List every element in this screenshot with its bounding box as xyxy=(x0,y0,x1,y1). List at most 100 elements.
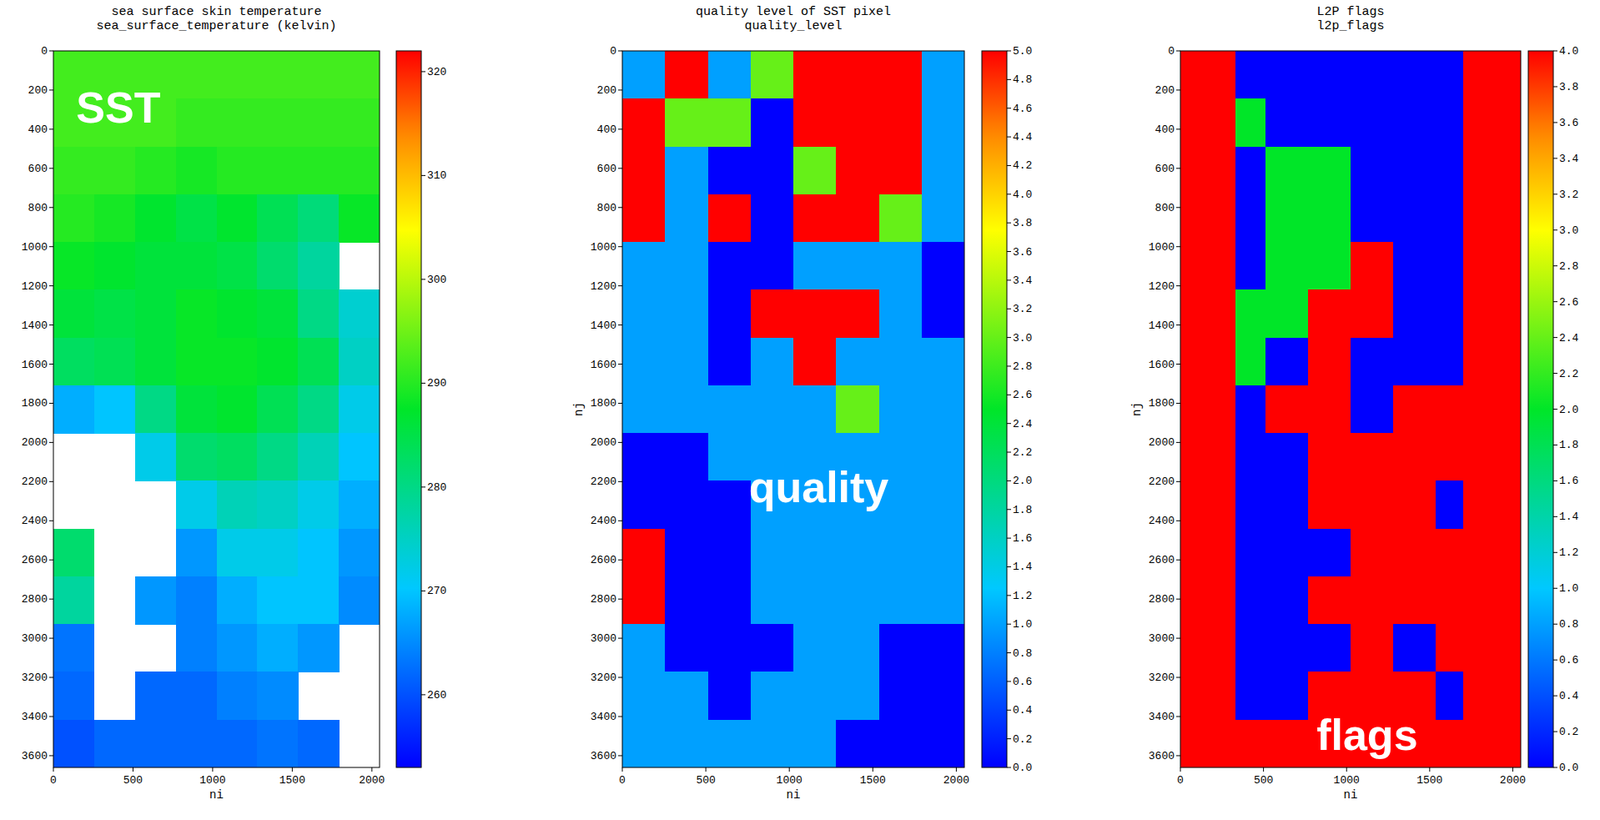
cell xyxy=(708,528,752,578)
colorbar-tick-label: 3.0 xyxy=(1012,332,1032,345)
colorbar-tick xyxy=(1006,508,1012,510)
cell xyxy=(1308,50,1352,100)
cell xyxy=(750,528,795,578)
cell xyxy=(879,528,923,578)
colorbar-tick-label: 3.0 xyxy=(1559,224,1579,237)
subtitle: l2p_flags xyxy=(1316,19,1384,34)
y-tick xyxy=(618,638,623,639)
cell xyxy=(53,671,95,720)
y-tick-label: 1200 xyxy=(590,280,617,293)
plot-background xyxy=(622,50,965,768)
cell xyxy=(622,194,666,243)
cell xyxy=(879,385,923,434)
cell xyxy=(1308,528,1352,578)
y-tick xyxy=(618,50,623,52)
cell xyxy=(1235,50,1267,100)
colorbar-tick xyxy=(1006,193,1012,195)
cell xyxy=(176,50,217,100)
cell xyxy=(793,576,837,625)
cell xyxy=(1463,241,1521,291)
y-tick xyxy=(1176,559,1181,561)
y-tick-label: 1000 xyxy=(21,241,48,254)
cell xyxy=(921,719,965,768)
cell xyxy=(879,337,923,387)
cell xyxy=(879,146,923,196)
cell xyxy=(1180,719,1236,768)
cell xyxy=(793,241,837,291)
cell xyxy=(793,528,837,578)
colorbar-tick xyxy=(1006,738,1012,740)
colorbar-tick xyxy=(1006,279,1012,281)
cell xyxy=(622,98,666,147)
x-tick-label: 0 xyxy=(50,774,57,787)
cell xyxy=(708,671,752,720)
cell xyxy=(921,576,965,625)
y-tick-label: 2000 xyxy=(21,436,48,449)
colorbar-tick-label: 2.8 xyxy=(1559,260,1579,273)
cell xyxy=(708,146,752,196)
cell xyxy=(135,576,177,625)
cell xyxy=(1265,671,1309,720)
cell xyxy=(53,385,95,434)
cell xyxy=(835,671,880,720)
colorbar-tick-label: 4.0 xyxy=(1012,188,1032,202)
cell xyxy=(1435,385,1464,434)
cell xyxy=(1435,241,1464,291)
y-tick xyxy=(49,206,54,208)
cell xyxy=(622,528,666,578)
panel: quality level of SST pixelquality_level0… xyxy=(572,5,1033,802)
y-tick xyxy=(618,402,623,404)
cell xyxy=(750,146,795,196)
cell xyxy=(879,289,923,338)
cell xyxy=(1308,432,1352,482)
cell xyxy=(1350,480,1394,529)
cell xyxy=(835,576,880,625)
colorbar-tick xyxy=(1006,251,1012,252)
cell xyxy=(708,385,752,434)
cell xyxy=(1235,146,1267,196)
y-tick xyxy=(49,442,54,443)
cell xyxy=(793,50,837,100)
cell xyxy=(750,576,795,625)
colorbar-tick xyxy=(421,590,426,592)
cell xyxy=(1180,528,1236,578)
title: sea surface skin temperature xyxy=(110,5,322,20)
y-tick-label: 3600 xyxy=(590,749,617,763)
colorbar-tick-label: 260 xyxy=(427,689,447,702)
cells xyxy=(53,50,380,768)
y-tick xyxy=(1176,206,1181,208)
y-tick xyxy=(49,754,54,756)
colorbar-tick-label: 280 xyxy=(427,481,447,494)
cell xyxy=(216,98,258,147)
y-tick-label: 1800 xyxy=(21,397,48,410)
cell xyxy=(622,385,666,434)
cell xyxy=(1265,289,1309,338)
cells xyxy=(1180,50,1521,768)
cell xyxy=(1180,480,1236,529)
cell xyxy=(176,98,217,147)
cell xyxy=(1180,98,1236,147)
colorbar-tick-label: 4.0 xyxy=(1559,45,1579,58)
cell xyxy=(622,241,666,291)
cell xyxy=(1350,146,1394,196)
cell xyxy=(216,432,258,482)
colorbar-tick xyxy=(1553,695,1558,697)
cell xyxy=(1235,480,1267,529)
cells xyxy=(622,50,965,768)
cell xyxy=(835,146,880,196)
cell xyxy=(1235,576,1267,625)
x-tick-label: 500 xyxy=(123,774,143,787)
colorbar-tick xyxy=(1006,680,1012,682)
y-tick-label: 1800 xyxy=(1148,397,1175,410)
y-tick-label: 800 xyxy=(28,201,48,215)
y-tick xyxy=(49,167,54,169)
cell xyxy=(622,146,666,196)
y-tick-label: 1400 xyxy=(21,319,48,333)
colorbar-tick-label: 0.0 xyxy=(1012,761,1032,775)
cell xyxy=(879,719,923,768)
colorbar-tick-label: 3.4 xyxy=(1012,274,1033,287)
colorbar xyxy=(981,50,1007,768)
cell xyxy=(1265,432,1309,482)
y-tick-label: 1000 xyxy=(590,241,617,254)
y-tick xyxy=(49,677,54,679)
